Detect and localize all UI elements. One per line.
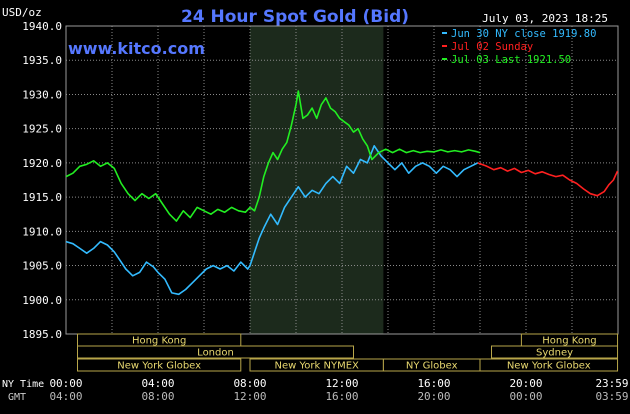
units-label: USD/oz <box>2 6 42 19</box>
market-session: London <box>77 345 354 359</box>
market-session: New York Globex <box>479 358 619 372</box>
y-tick-label: 1915.0 <box>22 191 62 204</box>
timestamp: July 03, 2023 18:25 <box>482 12 608 25</box>
y-tick-label: 1930.0 <box>22 88 62 101</box>
x-tick-label-gmt: 00:00 <box>509 390 542 403</box>
plot-border <box>65 25 619 335</box>
market-session-label: NY Globex <box>406 361 458 372</box>
y-tick-label: 1905.0 <box>22 260 62 273</box>
market-session: Sydney <box>491 345 619 359</box>
x-tick-label-ny: 20:00 <box>509 377 542 390</box>
trading-session-band <box>250 26 384 334</box>
x-tick-label-gmt: 20:00 <box>417 390 450 403</box>
market-session-label: Hong Kong <box>132 336 186 347</box>
x-tick-label-ny: 04:00 <box>141 377 174 390</box>
y-tick-label: 1920.0 <box>22 157 62 170</box>
series-line-1 <box>477 162 619 197</box>
x-tick-label-ny: 08:00 <box>233 377 266 390</box>
chart-title: 24 Hour Spot Gold (Bid) <box>181 7 409 27</box>
x-tick-label-ny: 12:00 <box>325 377 358 390</box>
ny-time-label: NY Time <box>2 379 44 390</box>
legend-last: Jul 03 Last 1921.50 <box>451 54 571 66</box>
market-session-label: New York Globex <box>507 361 591 372</box>
market-session-bar <box>491 345 619 359</box>
y-tick-label: 1940.0 <box>22 20 62 33</box>
legend-swatch-sunday <box>442 45 447 47</box>
series-line-2 <box>65 90 481 222</box>
gmt-label: GMT <box>8 392 26 403</box>
market-session: Hong Kong <box>520 333 619 347</box>
x-tick-label-gmt: 03:59 <box>595 390 628 403</box>
market-sessions: Hong Kong London New York Globex New York N… <box>77 333 619 372</box>
market-session-bar <box>77 358 242 372</box>
market-session: Hong Kong <box>77 333 242 347</box>
market-session: New York Globex <box>77 358 242 372</box>
x-tick-label-gmt: 08:00 <box>141 390 174 403</box>
x-tick-label-ny: 00:00 <box>49 377 82 390</box>
y-tick-label: 1935.0 <box>22 54 62 67</box>
market-session-label: Sydney <box>536 348 573 359</box>
x-axis: 00:00 04:00 08:00 12:00 16:00 20:00 23:5904:00… <box>49 377 628 403</box>
market-session-label: New York Globex <box>117 361 201 372</box>
market-session: NY Globex <box>382 358 481 372</box>
market-session-bar <box>479 358 619 372</box>
legend: Jun 30 NY close 1919.80 Jul 02 Sunday Ju… <box>442 28 596 66</box>
y-tick-label: 1910.0 <box>22 225 62 238</box>
x-tick-label-ny: 23:59 <box>595 377 628 390</box>
x-tick-label-gmt: 16:00 <box>325 390 358 403</box>
legend-swatch-ny-close <box>442 32 447 34</box>
market-session-label: Hong Kong <box>542 336 596 347</box>
y-tick-label: 1895.0 <box>22 328 62 341</box>
legend-ny-close: Jun 30 NY close 1919.80 <box>451 28 596 40</box>
market-session: New York NYMEX <box>249 358 384 372</box>
legend-swatch-last <box>442 58 447 60</box>
x-tick-label-ny: 16:00 <box>417 377 450 390</box>
x-tick-label-gmt: 04:00 <box>49 390 82 403</box>
legend-sunday: Jul 02 Sunday <box>451 41 533 53</box>
market-session-label: New York NYMEX <box>275 361 360 372</box>
market-session-bar <box>77 345 354 359</box>
x-tick-label-gmt: 12:00 <box>233 390 266 403</box>
series-layer <box>65 90 619 296</box>
y-tick-label: 1925.0 <box>22 123 62 136</box>
y-tick-label: 1900.0 <box>22 294 62 307</box>
market-session-label: London <box>197 348 234 359</box>
series-line-0 <box>65 145 479 296</box>
watermark: www.kitco.com <box>68 39 205 58</box>
y-axis: 1895.0 1900.0 1905.0 1910.0 1915.0 1920.0 1925… <box>22 20 62 341</box>
